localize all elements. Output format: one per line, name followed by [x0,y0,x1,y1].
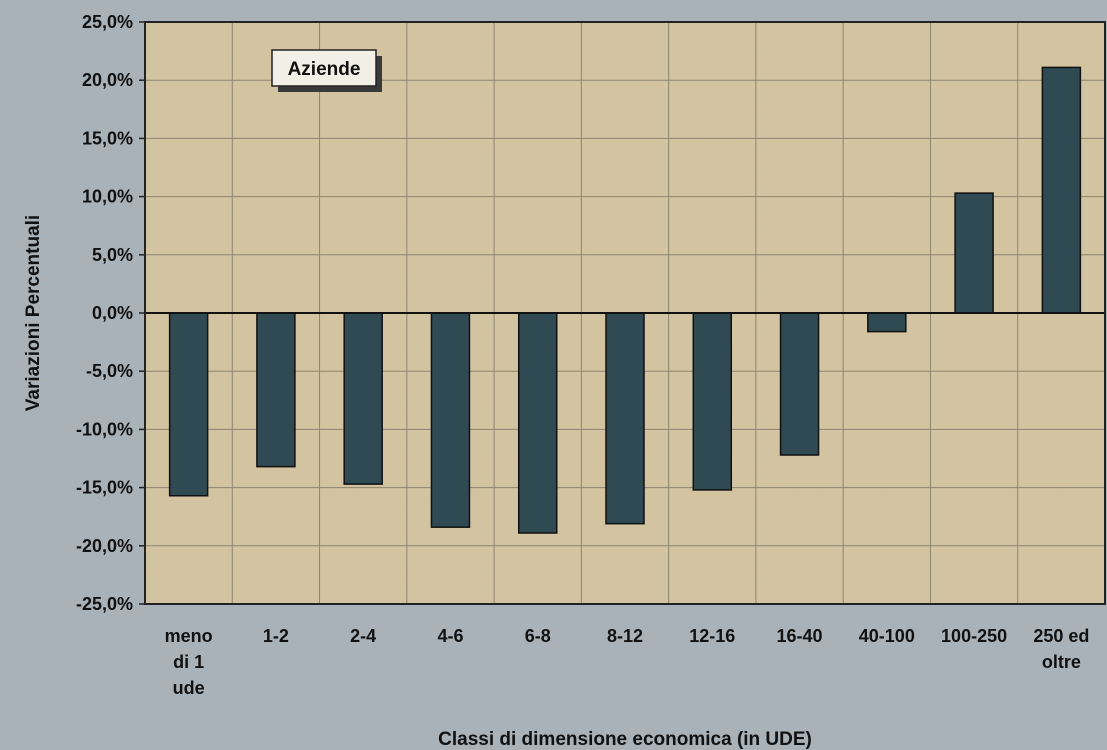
y-tick-labels: 25,0% 20,0% 15,0% 10,0% 5,0% 0,0% -5,0% -10,0% -… [76,12,145,614]
x-tick-labels: meno di 1 ude 1-2 2-4 4-6 6-8 8-12 12-16 16-40 40-… [165,626,1090,698]
x-tick-label-line: 16-40 [777,626,823,646]
y-tick-label: 10,0% [82,187,133,207]
y-tick-label: 0,0% [92,303,133,323]
x-tick-label-line: 6-8 [525,626,551,646]
x-tick-label-line: 1-2 [263,626,289,646]
y-tick-label: 15,0% [82,128,133,148]
x-tick-label: 6-8 [525,626,551,646]
x-tick-label: 4-6 [437,626,463,646]
x-tick-label: 8-12 [607,626,643,646]
bar [517,312,558,534]
x-axis-title: Classi di dimensione economica (in UDE) [438,729,812,750]
y-tick-label: -20,0% [76,536,133,556]
x-tick-label-line: 100-250 [941,626,1007,646]
bars [168,66,1082,534]
x-tick-label-line: 8-12 [607,626,643,646]
x-tick-label-line: ude [173,678,205,698]
bar [692,312,733,491]
bar [430,312,471,528]
x-tick-label: 1-2 [263,626,289,646]
x-tick-label: 250 ed oltre [1033,626,1089,672]
x-tick-label-line: 40-100 [859,626,915,646]
bar [867,312,907,333]
x-tick-label-line: 2-4 [350,626,376,646]
bar [256,312,296,468]
x-tick-label: 2-4 [350,626,376,646]
x-tick-label: 40-100 [859,626,915,646]
y-tick-label: -5,0% [86,361,133,381]
y-tick-label: 5,0% [92,245,133,265]
x-tick-label: 16-40 [777,626,823,646]
bar [168,312,209,497]
legend-box: Aziende [271,49,382,92]
x-tick-label-line: di 1 [173,652,204,672]
legend-label: Aziende [288,59,361,80]
y-tick-label: -10,0% [76,419,133,439]
y-tick-label: 20,0% [82,70,133,90]
x-tick-label-line: oltre [1042,652,1081,672]
x-tick-label: 100-250 [941,626,1007,646]
x-tick-label: 12-16 [689,626,735,646]
y-tick-label: -25,0% [76,594,133,614]
x-tick-label-line: 12-16 [689,626,735,646]
y-tick-label: -15,0% [76,478,133,498]
y-axis-title: Variazioni Percentuali [23,215,44,411]
x-tick-label-line: 4-6 [437,626,463,646]
y-tick-label: 25,0% [82,12,133,32]
x-tick-label-line: meno [165,626,213,646]
bar [1041,66,1082,314]
bar [779,312,820,456]
x-tick-label: meno di 1 ude [165,626,213,698]
x-tick-label-line: 250 ed [1033,626,1089,646]
bar [605,312,645,525]
bar [343,312,383,485]
bar [954,192,994,314]
